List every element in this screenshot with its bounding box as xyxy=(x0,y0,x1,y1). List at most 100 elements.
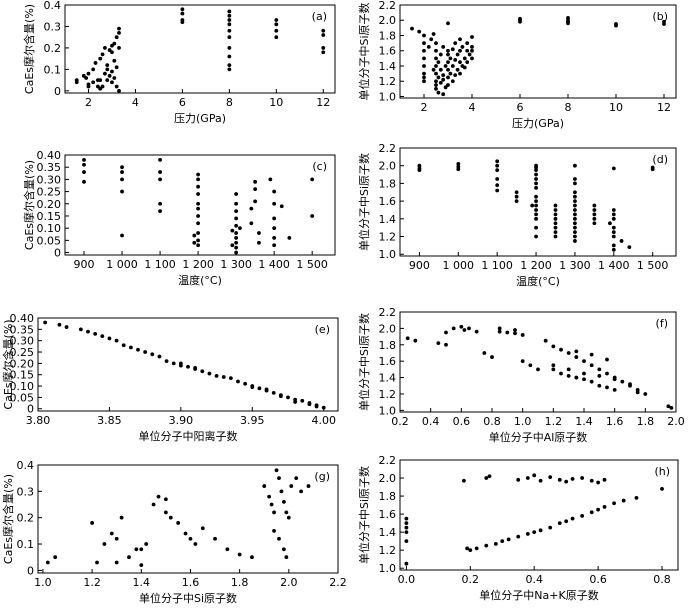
data-point xyxy=(93,61,98,65)
data-point xyxy=(650,167,655,172)
data-point xyxy=(506,537,511,542)
data-point xyxy=(120,233,124,238)
panel-label: (b) xyxy=(652,10,668,23)
data-point xyxy=(422,79,426,84)
data-point xyxy=(268,177,273,182)
data-point xyxy=(528,363,533,368)
data-point xyxy=(434,71,438,76)
panel-d: 900 1 000 1 100 1 200 1 300 1 400 1 500 1.0 1.2 1… xyxy=(357,142,677,288)
data-point xyxy=(86,329,90,334)
data-point xyxy=(505,330,510,335)
data-point xyxy=(284,510,289,515)
data-point xyxy=(286,395,290,400)
data-point xyxy=(611,166,616,171)
data-point xyxy=(299,489,304,494)
y-tick-label: 1.8 xyxy=(379,339,397,352)
data-point xyxy=(429,37,434,42)
data-point xyxy=(484,476,489,480)
data-point xyxy=(553,208,558,212)
data-point xyxy=(227,67,232,72)
x-axis-label: 温度(°C) xyxy=(178,273,222,287)
y-tick-label: 1.4 xyxy=(379,213,397,226)
data-point xyxy=(468,548,473,553)
data-point xyxy=(662,22,666,26)
data-point xyxy=(570,477,575,481)
y-axis-label: CaEs摩尔含量(%) xyxy=(1,474,15,564)
data-point xyxy=(139,563,144,567)
data-point xyxy=(574,355,579,359)
data-point xyxy=(221,375,226,379)
data-point xyxy=(74,78,79,83)
data-point xyxy=(456,167,461,172)
data-point xyxy=(321,33,326,37)
data-point xyxy=(151,502,156,507)
data-point xyxy=(462,478,466,483)
data-point xyxy=(234,209,239,213)
y-tick-label: 0.30 xyxy=(10,335,35,348)
data-point xyxy=(277,536,281,541)
data-point xyxy=(287,236,292,240)
data-point xyxy=(597,374,602,378)
data-point xyxy=(289,484,294,488)
y-tick-label: 0.20 xyxy=(37,198,62,211)
data-point xyxy=(612,387,617,392)
y-tick-label: 0.10 xyxy=(10,380,35,393)
plot-frame xyxy=(399,4,677,99)
data-point xyxy=(534,181,538,186)
y-axis-label: CaEs摩尔含量(%) xyxy=(22,160,36,250)
y-tick-label: 1.8 xyxy=(379,490,397,503)
data-point xyxy=(458,37,462,42)
x-tick-label: 0.6 xyxy=(589,573,607,586)
data-point xyxy=(274,28,279,33)
x-tick-label: 1.8 xyxy=(637,415,655,428)
data-point xyxy=(612,377,617,382)
data-point xyxy=(422,48,426,53)
data-point xyxy=(669,406,674,410)
data-point xyxy=(139,547,144,552)
data-point xyxy=(120,170,124,174)
x-tick-label: 4.00 xyxy=(311,414,336,427)
data-point xyxy=(279,489,284,494)
y-tick-label: 0.4 xyxy=(44,0,62,12)
data-point xyxy=(497,326,502,331)
data-point xyxy=(127,555,131,560)
data-point xyxy=(448,56,453,61)
data-point xyxy=(110,80,114,85)
panel-label: (f) xyxy=(656,317,668,330)
y-tick-label: 1.8 xyxy=(379,177,397,190)
data-point xyxy=(534,212,538,217)
x-axis-label: 单位分子中Si原子数 xyxy=(139,591,237,605)
data-point xyxy=(434,64,438,68)
data-point xyxy=(495,168,500,173)
data-point xyxy=(497,329,502,334)
data-point xyxy=(196,206,200,211)
data-point xyxy=(234,236,239,240)
y-tick-label: 0 xyxy=(27,564,34,577)
data-point xyxy=(605,371,609,376)
data-point xyxy=(534,194,538,199)
data-point xyxy=(422,64,426,68)
data-point xyxy=(448,71,453,76)
data-point xyxy=(635,390,640,395)
data-point xyxy=(163,497,168,502)
data-point xyxy=(114,536,119,541)
data-point xyxy=(278,394,283,399)
data-point xyxy=(534,208,538,212)
data-point xyxy=(186,364,190,369)
data-point xyxy=(143,350,148,354)
data-point xyxy=(574,375,579,380)
data-point xyxy=(573,216,577,221)
data-point xyxy=(525,532,530,536)
data-point xyxy=(446,60,450,65)
y-tick-label: 1.6 xyxy=(379,195,397,208)
data-point xyxy=(93,331,98,336)
data-point xyxy=(57,322,62,327)
data-point xyxy=(272,201,277,206)
data-point xyxy=(530,203,535,208)
y-tick-label: 1.6 xyxy=(379,45,397,58)
data-point xyxy=(157,354,162,359)
data-point xyxy=(227,9,232,14)
data-point xyxy=(413,338,418,343)
data-point xyxy=(257,231,261,235)
data-point xyxy=(284,555,289,560)
